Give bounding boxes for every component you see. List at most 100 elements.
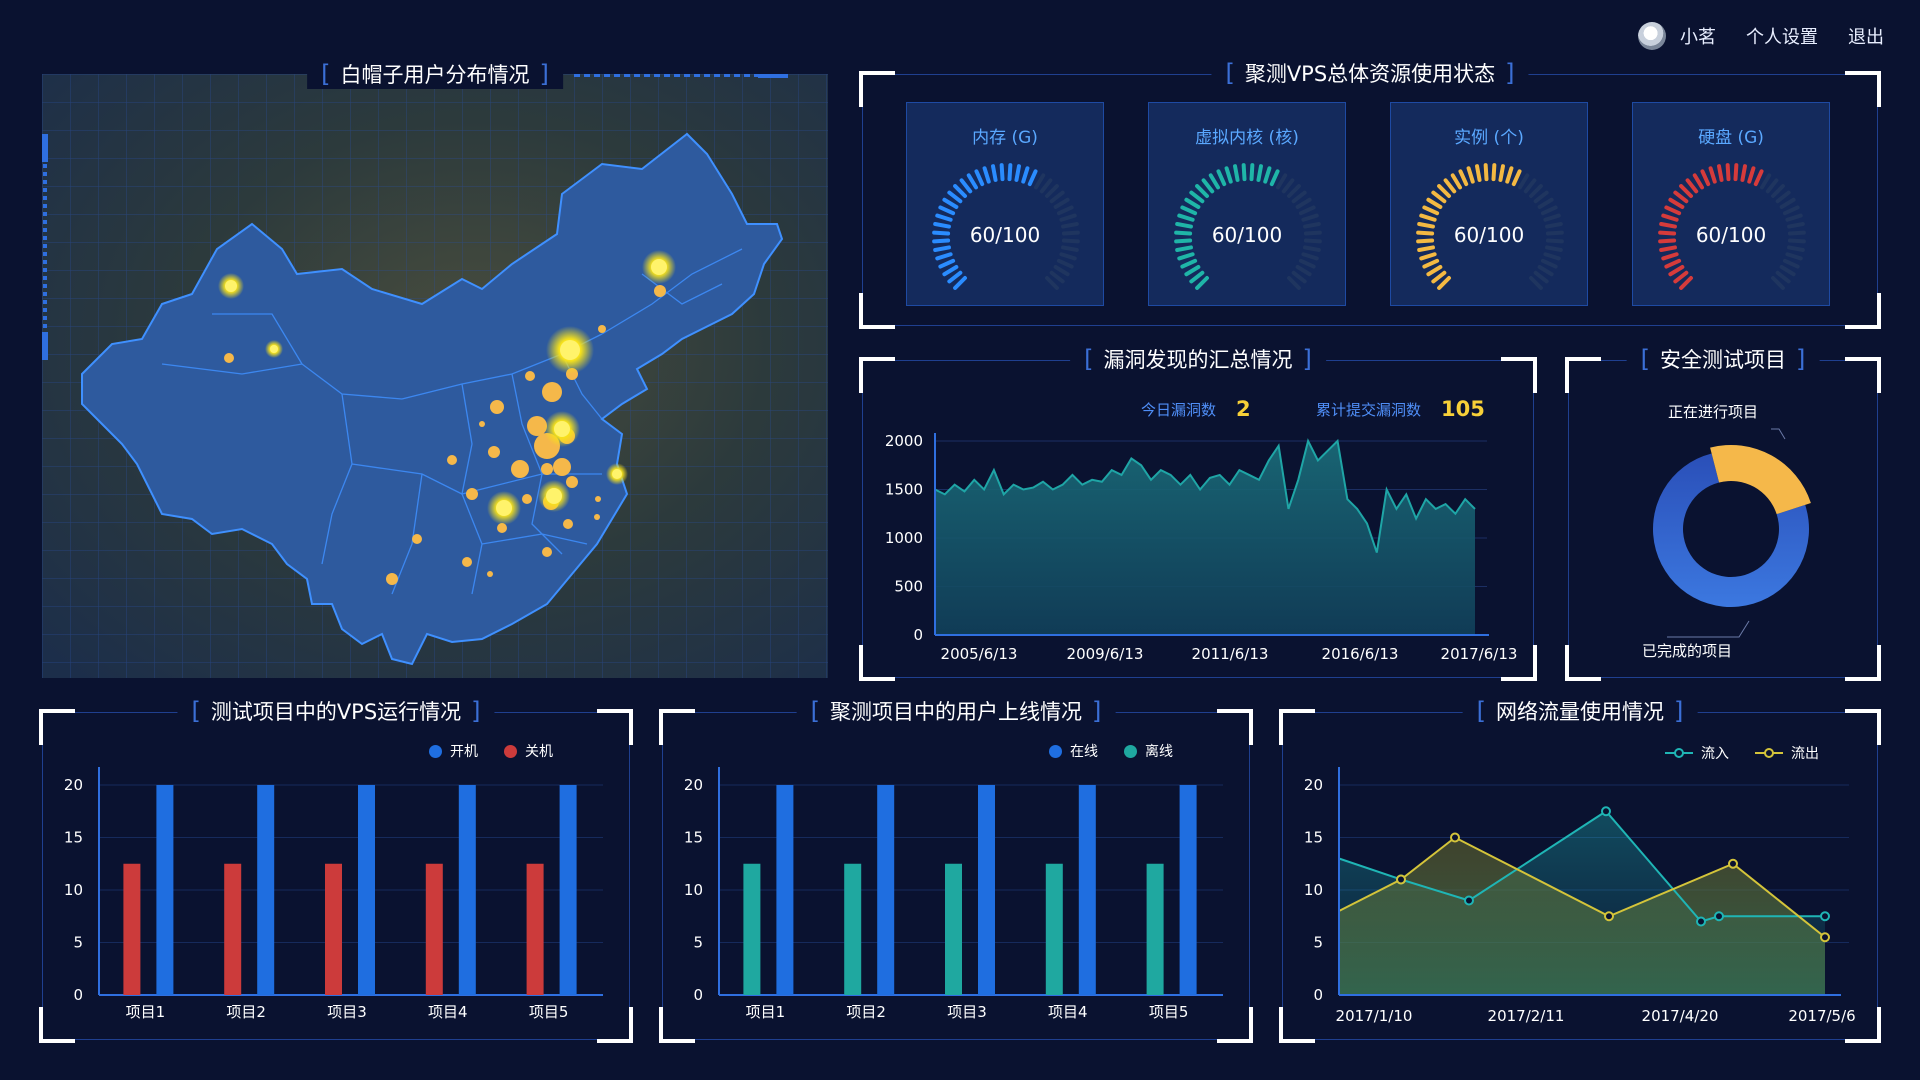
gauge-tick bbox=[1061, 230, 1080, 236]
total-stat: 累计提交漏洞数 105 bbox=[1316, 397, 1485, 421]
gauge-tick bbox=[1021, 166, 1030, 184]
gauge-tick bbox=[959, 178, 973, 194]
gauge-tick bbox=[1263, 166, 1272, 184]
bar-ytick-label: 15 bbox=[64, 829, 83, 847]
gauge-tick bbox=[1249, 163, 1255, 182]
username[interactable]: 小茗 bbox=[1680, 27, 1716, 48]
inflow-point bbox=[1820, 911, 1830, 922]
china-map[interactable] bbox=[42, 74, 828, 678]
gauge-tick bbox=[1679, 276, 1693, 290]
gauge-tick bbox=[1661, 213, 1679, 222]
donut-leader-bottom bbox=[1667, 620, 1750, 638]
inflow-point bbox=[1714, 911, 1724, 922]
gauge-tick bbox=[1061, 238, 1080, 244]
vuln-area-chart[interactable]: 0 500 1000 1500 2000 2005/6/13 2009/6/13 2011/6… bbox=[863, 361, 1535, 679]
gauge-card-3[interactable]: 实例 (个) 60/100 bbox=[1390, 102, 1588, 306]
gauge-tick bbox=[1658, 230, 1677, 236]
gauge-tick bbox=[938, 205, 956, 216]
gauge-tick bbox=[1053, 265, 1070, 277]
user-menu[interactable]: 小茗 bbox=[1638, 22, 1716, 50]
gauge-card-4[interactable]: 硬盘 (G) 60/100 bbox=[1632, 102, 1830, 306]
gauge-tick bbox=[933, 222, 951, 229]
gauge-tick bbox=[1431, 190, 1447, 204]
legend-offline[interactable]: 离线 bbox=[1124, 741, 1173, 761]
gauge-tick bbox=[1673, 190, 1689, 204]
bar-primary bbox=[156, 785, 174, 995]
gauge-tick bbox=[1483, 163, 1489, 182]
map-panel: [白帽子用户分布情况] bbox=[42, 59, 828, 678]
gauge-tick bbox=[1281, 178, 1295, 194]
outflow-line bbox=[1338, 836, 1826, 939]
gauge-dial bbox=[1174, 163, 1322, 290]
vuln-ytick-label: 1000 bbox=[885, 529, 923, 547]
bar-primary bbox=[358, 785, 375, 995]
gauge-tick bbox=[1700, 169, 1711, 187]
gauge-tick bbox=[1175, 222, 1193, 229]
gauge-tick bbox=[1785, 213, 1803, 222]
gauge-card-1[interactable]: 内存 (G) 60/100 bbox=[906, 102, 1104, 306]
gauge-tick bbox=[1545, 238, 1564, 244]
bar-ytick-label: 15 bbox=[684, 829, 703, 847]
gauge-tick bbox=[1417, 222, 1435, 229]
gauge-tick bbox=[1760, 173, 1772, 190]
bar-xtick-label: 项目2 bbox=[846, 1003, 886, 1021]
gauge-tick bbox=[1298, 205, 1316, 216]
bar-ytick-label: 10 bbox=[684, 881, 703, 899]
legend-online[interactable]: 在线 bbox=[1049, 741, 1098, 761]
legend-inflow[interactable]: 流入 bbox=[1665, 743, 1729, 763]
gauge-tick bbox=[1511, 169, 1522, 187]
vuln-panel: [漏洞发现的汇总情况] 今日漏洞数 2 累计提交漏洞数 105 0 500 1000… bbox=[859, 344, 1537, 681]
legend-outflow[interactable]: 流出 bbox=[1755, 743, 1819, 763]
bar-xtick-label: 项目4 bbox=[1048, 1003, 1088, 1021]
bar-xtick-label: 项目5 bbox=[1149, 1003, 1189, 1021]
gauge-label: 内存 (G) bbox=[972, 128, 1038, 148]
gauge-tick bbox=[1673, 270, 1689, 284]
outflow-point bbox=[1604, 911, 1614, 922]
gauge-tick bbox=[1771, 184, 1785, 198]
gauge-tick bbox=[1177, 252, 1195, 261]
avatar[interactable] bbox=[1638, 22, 1666, 50]
gauge-tick bbox=[1045, 184, 1059, 198]
gauge-tick bbox=[1298, 258, 1316, 269]
gauge-tick bbox=[1668, 265, 1685, 277]
gauge-tick bbox=[974, 169, 985, 187]
major-hotspots bbox=[218, 250, 676, 525]
gauge-tick bbox=[1537, 197, 1554, 209]
bar-secondary bbox=[1045, 863, 1063, 995]
gauge-tick bbox=[1523, 178, 1537, 194]
vps-bar-chart[interactable]: 0 5 10 15 20 项目1 项目2 项目3 项目4 项目5 bbox=[43, 713, 631, 1041]
gauge-tick bbox=[935, 252, 953, 261]
gauge-value: 60/100 bbox=[1211, 223, 1283, 247]
vuln-xtick-label: 2011/6/13 bbox=[1192, 645, 1269, 663]
gauge-tick bbox=[1692, 173, 1704, 190]
line-ytick-label: 5 bbox=[1313, 934, 1323, 952]
today-label: 今日漏洞数 bbox=[1141, 400, 1217, 419]
gauge-card-2[interactable]: 虚拟内核 (核) 60/100 bbox=[1148, 102, 1346, 306]
bar-secondary bbox=[526, 863, 544, 995]
bar-primary bbox=[257, 785, 275, 995]
gauge-tick bbox=[1039, 178, 1053, 194]
gauge-tick bbox=[1287, 184, 1301, 198]
legend-off[interactable]: 关机 bbox=[504, 741, 553, 761]
gauge-tick bbox=[938, 258, 956, 269]
gauge-tick bbox=[1540, 205, 1558, 216]
bar-ytick-label: 20 bbox=[684, 776, 703, 794]
gauge-tick bbox=[1443, 178, 1457, 194]
gauge-tick bbox=[1498, 164, 1505, 182]
settings-link[interactable]: 个人设置 bbox=[1746, 27, 1818, 48]
bar-secondary bbox=[425, 863, 443, 995]
gauge-tick bbox=[1708, 166, 1717, 184]
logout-link[interactable]: 退出 bbox=[1848, 27, 1884, 48]
gauge-tick bbox=[1056, 205, 1074, 216]
legend-on[interactable]: 开机 bbox=[429, 741, 478, 761]
bar-ytick-label: 5 bbox=[693, 934, 703, 952]
bar-ytick-label: 0 bbox=[693, 986, 703, 1004]
vuln-line bbox=[934, 438, 1476, 553]
gauge-tick bbox=[1291, 190, 1307, 204]
gauge-tick bbox=[1679, 184, 1693, 198]
map-panel-title: [白帽子用户分布情况] bbox=[307, 59, 563, 89]
traffic-line-chart[interactable]: 0 5 10 15 20 2017/1/10 2017/2/11 2017/4/20 2017/… bbox=[1283, 713, 1879, 1041]
users-bar-chart[interactable]: 0 5 10 15 20 项目1 项目2 项目3 项目4 项目5 bbox=[663, 713, 1251, 1041]
bar-secondary bbox=[123, 863, 141, 995]
